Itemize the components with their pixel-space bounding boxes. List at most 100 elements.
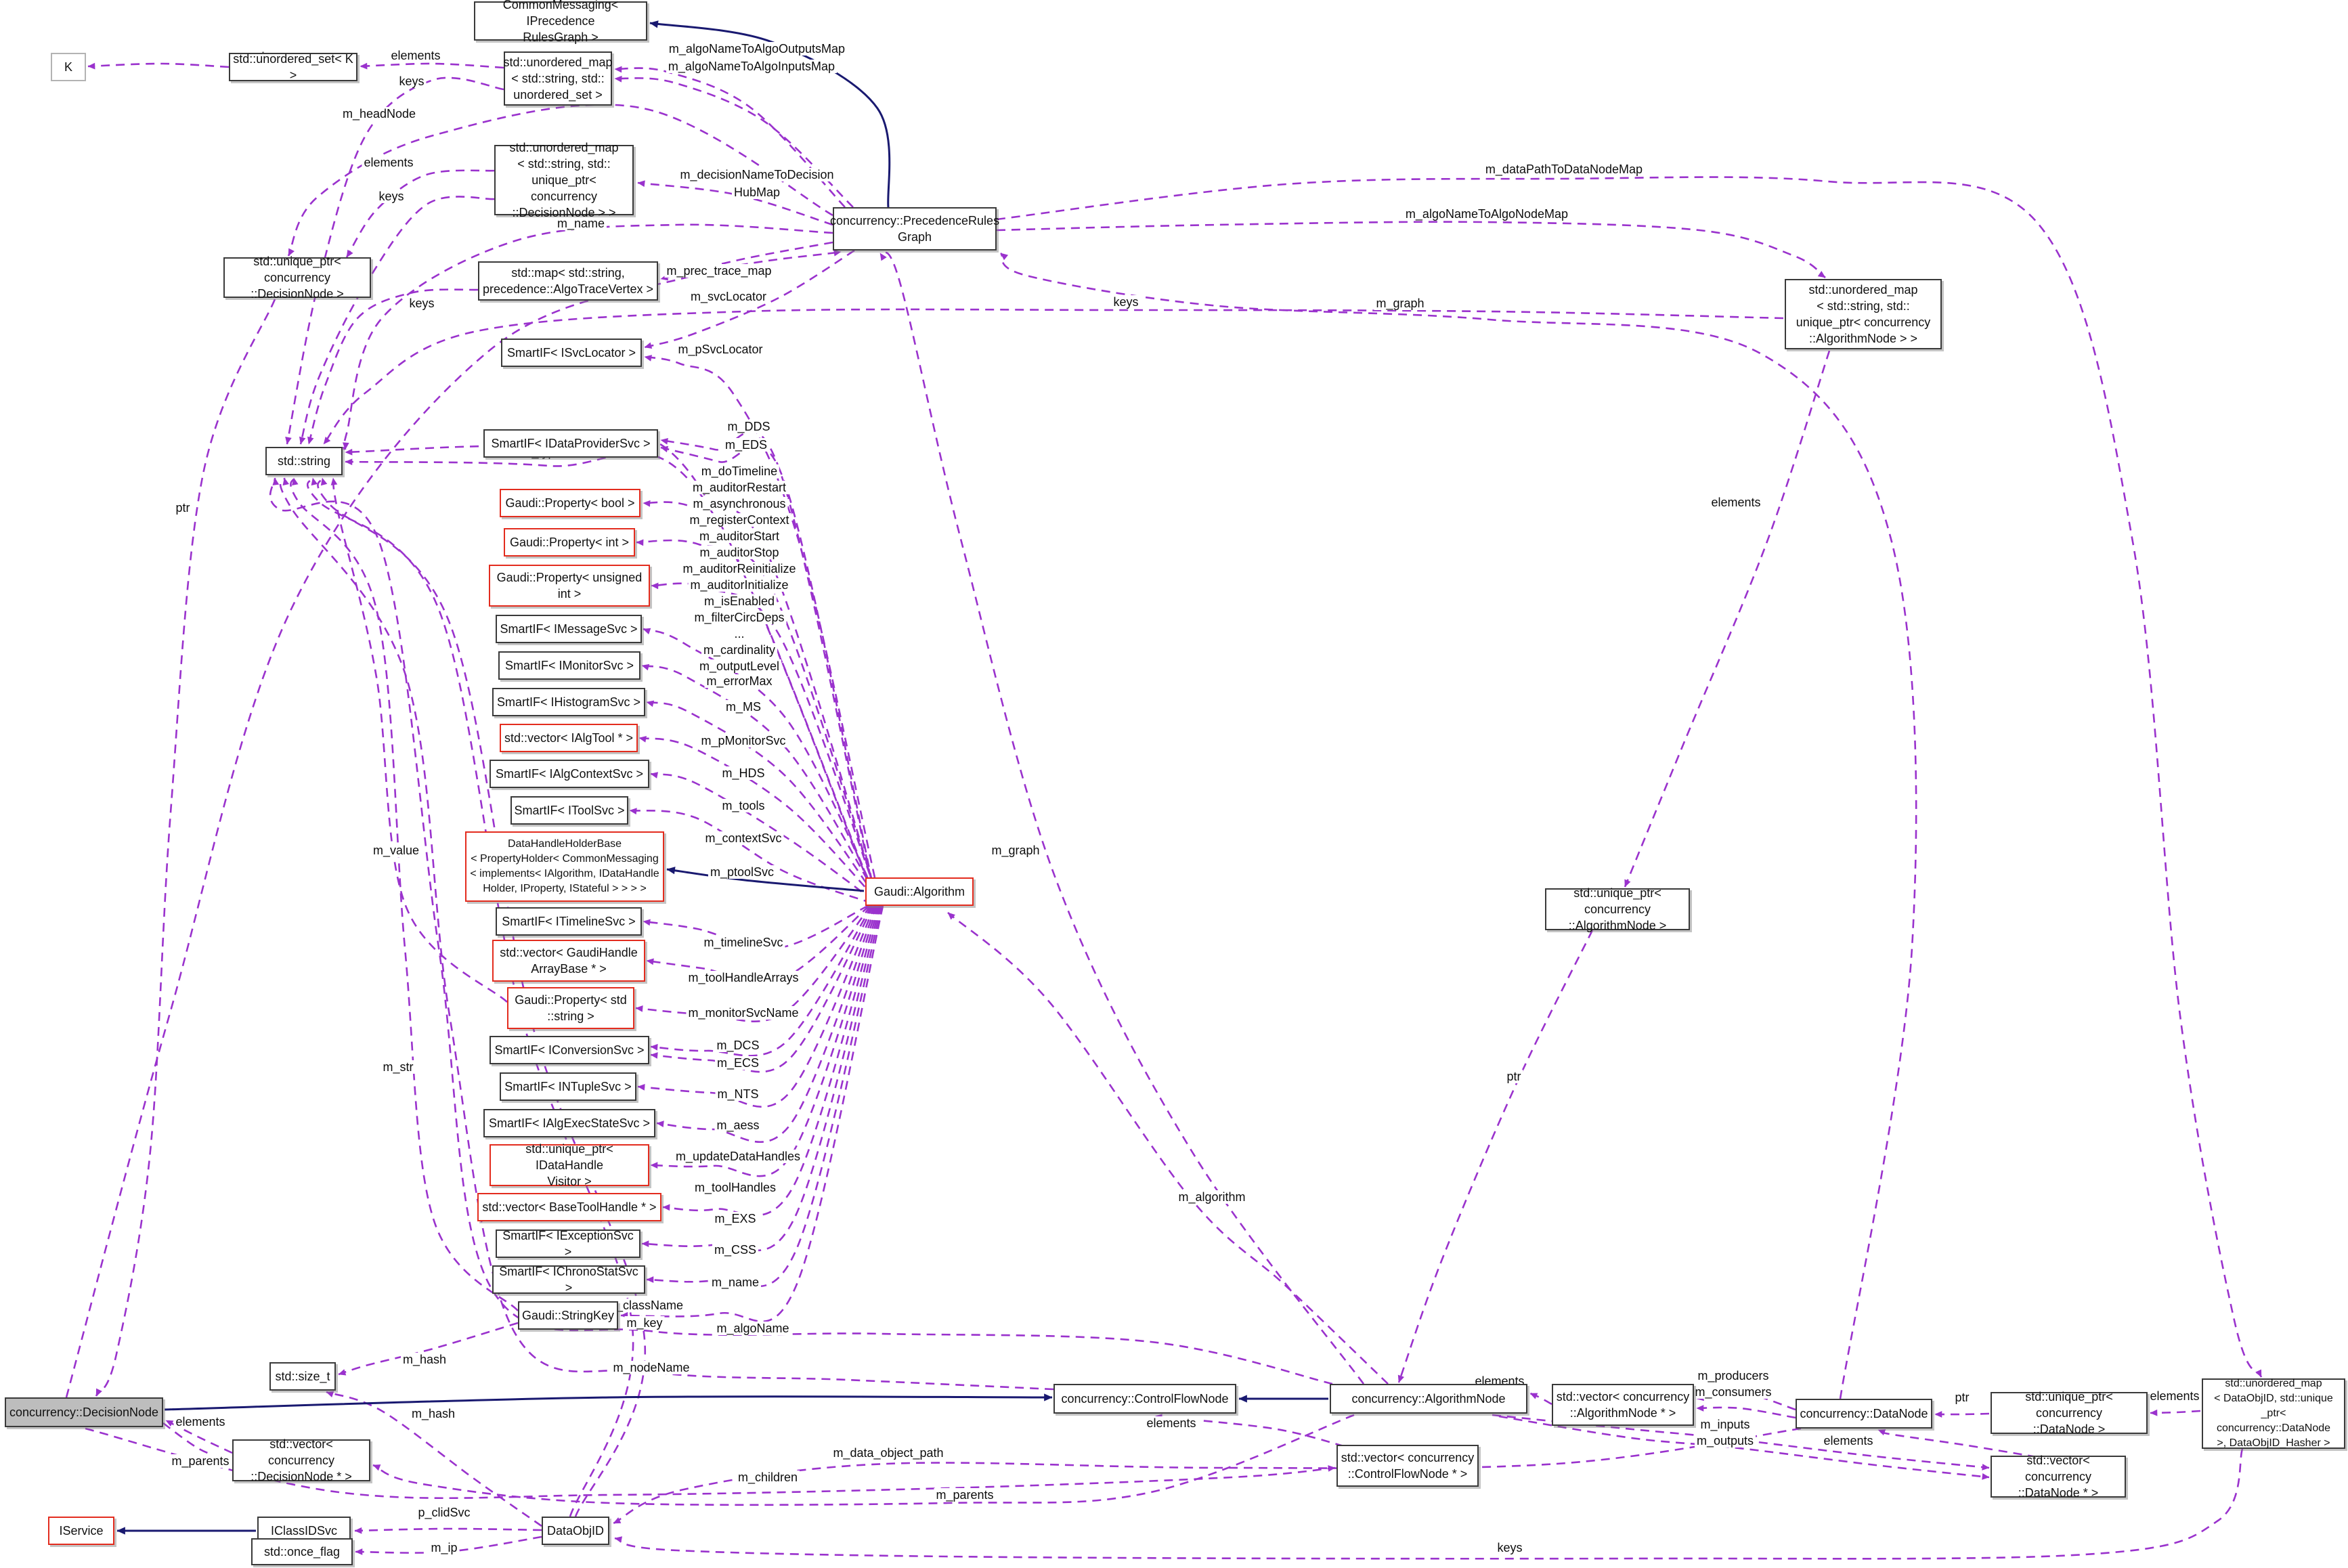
edge-label: m_children <box>735 1471 800 1484</box>
node-decision-node[interactable]: concurrency::DecisionNode <box>5 1397 163 1427</box>
node-property-int[interactable]: Gaudi::Property< int > <box>504 528 635 557</box>
edge-label: m_prec_trace_map <box>664 264 774 278</box>
node-uptr-algorithmnode[interactable]: std::unique_ptr< concurrency ::Algorithm… <box>1545 886 1690 932</box>
edge-label: m_EDS <box>722 438 770 452</box>
edge-label: m_toolHandleArrays <box>686 971 801 984</box>
edge-label: m_graph <box>1374 297 1427 310</box>
usage-edge <box>85 1427 1336 1500</box>
edge-label: m_parents <box>934 1488 996 1502</box>
usage-edge <box>656 905 877 1144</box>
usage-edge <box>637 905 876 1108</box>
edge-label: m_pSvcLocator <box>676 343 765 356</box>
edge-label: keys <box>1111 295 1141 309</box>
edge-label: m_tools <box>720 799 767 812</box>
node-umap-string-udecision[interactable]: std::unordered_map < std::string, std:: … <box>494 141 634 219</box>
node-smartif-intuplesvc[interactable]: SmartIF< INTupleSvc > <box>500 1072 636 1101</box>
node-unordered-set-k[interactable]: std::unordered_set< K > <box>229 52 357 82</box>
edge-label: m_updateDataHandles <box>673 1150 803 1163</box>
node-umap-string-uset[interactable]: std::unordered_map < std::string, std:: … <box>503 51 613 106</box>
node-gaudi-stringkey[interactable]: Gaudi::StringKey <box>518 1301 618 1330</box>
usage-edge <box>1696 1405 1796 1419</box>
usage-edge <box>87 62 230 70</box>
edge-label: m_cardinality <box>701 643 778 657</box>
node-iservice[interactable]: IService <box>48 1517 114 1545</box>
node-dataobjid[interactable]: DataObjID <box>542 1517 609 1545</box>
node-smartif-itimelinesvc[interactable]: SmartIF< ITimelineSvc > <box>496 907 642 936</box>
node-common-messaging[interactable]: CommonMessaging< IPrecedence RulesGraph … <box>474 0 647 44</box>
node-smartif-iexceptionsvc[interactable]: SmartIF< IExceptionSvc > <box>496 1229 640 1259</box>
edge-label: ptr <box>1504 1070 1523 1083</box>
node-vector-controlflownode-ptr[interactable]: std::vector< concurrency ::ControlFlowNo… <box>1336 1445 1479 1487</box>
edge-label: m_EXS <box>712 1212 758 1225</box>
node-once-flag[interactable]: std::once_flag <box>251 1538 353 1565</box>
usage-edge <box>299 196 495 445</box>
node-vector-ialgtool[interactable]: std::vector< IAlgTool * > <box>500 724 638 752</box>
edge-label: keys <box>407 297 437 310</box>
usage-edge <box>322 308 1784 445</box>
node-uptr-decision-node[interactable]: std::unique_ptr< concurrency ::DecisionN… <box>223 255 371 301</box>
node-datahandleholderbase[interactable]: DataHandleHolderBase < PropertyHolder< C… <box>465 831 664 902</box>
node-smartif-imonitorsvc[interactable]: SmartIF< IMonitorSvc > <box>498 651 640 680</box>
node-uptr-datanode[interactable]: std::unique_ptr< concurrency ::DataNode … <box>1991 1390 2148 1436</box>
node-smartif-ihistogramsvc[interactable]: SmartIF< IHistogramSvc > <box>492 688 645 716</box>
node-datanode[interactable]: concurrency::DataNode <box>1796 1399 1932 1429</box>
node-vector-algorithmnode-ptr[interactable]: std::vector< concurrency ::AlgorithmNode… <box>1552 1384 1694 1426</box>
node-precedence-rules-graph[interactable]: concurrency::PrecedenceRules Graph <box>830 207 999 251</box>
node-smartif-itoolsvc[interactable]: SmartIF< IToolSvc > <box>510 796 628 825</box>
edge-label: keys <box>397 74 427 88</box>
node-gaudi-algorithm[interactable]: Gaudi::Algorithm <box>865 877 974 906</box>
node-map-algotracevertex[interactable]: std::map< std::string, precedence::AlgoT… <box>478 261 658 301</box>
usage-edge <box>330 477 508 1003</box>
edge-label: m_isEnabled <box>701 594 777 608</box>
usage-edge <box>650 905 873 1057</box>
usage-edge <box>1397 930 1594 1383</box>
node-smartif-ichronostatsvc[interactable]: SmartIF< IChronoStatSvc > <box>492 1265 645 1294</box>
node-property-uint[interactable]: Gaudi::Property< unsigned int > <box>489 565 650 607</box>
usage-edge <box>372 1414 1355 1506</box>
node-vector-datanode-ptr[interactable]: std::vector< concurrency ::DataNode * > <box>1991 1454 2126 1500</box>
node-vector-basetoolhandle[interactable]: std::vector< BaseToolHandle * > <box>477 1193 661 1221</box>
node-smartif-ialgexecstatesvc[interactable]: SmartIF< IAlgExecStateSvc > <box>483 1109 655 1137</box>
edge-label: m_name <box>555 217 607 230</box>
node-uptr-idatahandlevisitor[interactable]: std::unique_ptr< IDataHandle Visitor > <box>490 1142 649 1188</box>
edge-label: m_className <box>603 1299 686 1312</box>
edge-label: m_producers <box>1695 1369 1771 1382</box>
edge-label: m_filterCircDeps <box>692 611 787 624</box>
node-property-string[interactable]: Gaudi::Property< std ::string > <box>507 987 634 1029</box>
node-k[interactable]: K <box>51 53 86 81</box>
node-algorithmnode[interactable]: concurrency::AlgorithmNode <box>1330 1384 1527 1414</box>
node-umap-dataobjid-datanode[interactable]: std::unordered_map < DataObjID, std::uni… <box>2202 1378 2345 1449</box>
edge-label: m_nodeName <box>611 1361 692 1374</box>
edge-label: m_decisionNameToDecision <box>678 168 836 181</box>
edge-label: m_inputs <box>1698 1418 1752 1431</box>
edge-label: m_timelineSvc <box>701 936 785 949</box>
usage-edge <box>879 251 1365 1385</box>
edge-label: m_DCS <box>714 1039 762 1052</box>
node-std-string[interactable]: std::string <box>265 447 343 475</box>
node-smartif-imessagesvc[interactable]: SmartIF< IMessageSvc > <box>496 615 642 643</box>
usage-edge <box>643 628 875 890</box>
usage-edge <box>643 905 869 950</box>
edge-label: p_clidSvc <box>416 1506 473 1519</box>
edge-label: HubMap <box>731 186 783 199</box>
edge-label: m_hash <box>409 1407 458 1420</box>
node-std-size-t[interactable]: std::size_t <box>269 1362 336 1391</box>
usage-edge <box>307 288 479 445</box>
node-controlflownode[interactable]: concurrency::ControlFlowNode <box>1053 1384 1236 1414</box>
node-smartif-iconversionsvc[interactable]: SmartIF< IConversionSvc > <box>490 1036 649 1064</box>
node-smartif-ialgcontextsvc[interactable]: SmartIF< IAlgContextSvc > <box>490 760 649 788</box>
node-vector-gaudihandlearraybase[interactable]: std::vector< GaudiHandle ArrayBase * > <box>492 940 645 982</box>
node-umap-string-algorithmnode[interactable]: std::unordered_map < std::string, std:: … <box>1785 279 1942 349</box>
usage-edge <box>646 905 883 1288</box>
edge-label: m_doTimeline <box>699 464 780 478</box>
usage-edge <box>636 539 875 885</box>
usage-edge <box>165 1419 233 1454</box>
node-vector-decisionnode-ptr[interactable]: std::vector< concurrency ::DecisionNode … <box>232 1437 370 1483</box>
usage-edge <box>1624 350 1831 888</box>
node-smartif-idataprovidersvc[interactable]: SmartIF< IDataProviderSvc > <box>483 429 658 458</box>
edge-label: m_auditorInitialize <box>688 578 791 592</box>
edge-label: m_dataPathToDataNodeMap <box>1483 162 1645 176</box>
node-smartif-isvclocator[interactable]: SmartIF< ISvcLocator > <box>501 339 642 367</box>
node-property-bool[interactable]: Gaudi::Property< bool > <box>500 489 640 517</box>
